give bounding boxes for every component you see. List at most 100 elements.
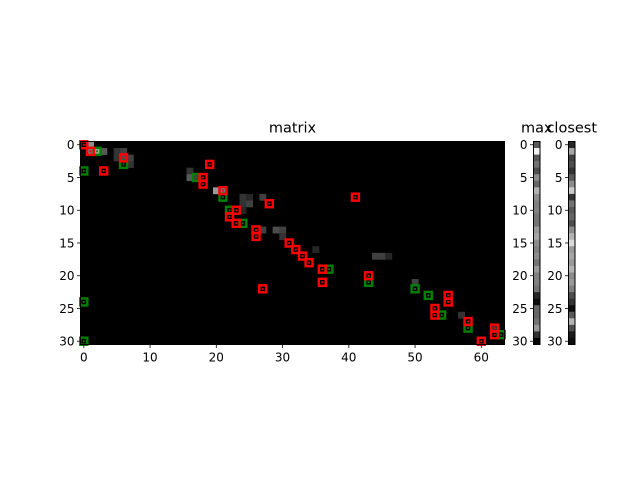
max-cell-8 — [533, 193, 540, 201]
max-cell-29 — [533, 331, 540, 339]
closest-cell-24 — [568, 298, 575, 306]
matrix-cell-26 — [372, 252, 379, 260]
matrix-cell-10 — [186, 167, 194, 175]
max-cell-23 — [533, 292, 540, 299]
green-marker-dot-4 — [222, 196, 224, 199]
max-cell-7 — [533, 187, 540, 195]
matrix-title: matrix — [269, 121, 317, 137]
red-marker-dot-20 — [367, 274, 370, 277]
matrix-ytick-label-1: 5 — [67, 171, 75, 185]
red-marker-dot-29 — [493, 333, 496, 336]
red-marker-dot-25 — [434, 307, 436, 310]
red-marker-dot-5 — [202, 176, 204, 179]
matrix-cell-8 — [126, 154, 134, 162]
closest-cell-26 — [568, 311, 575, 319]
max-cell-15 — [533, 239, 540, 247]
closest-cell-22 — [568, 285, 575, 293]
red-marker-dot-2 — [122, 156, 125, 159]
red-marker-4 — [98, 166, 109, 176]
closest-title: closest — [546, 121, 597, 137]
red-marker-3 — [204, 159, 215, 170]
closest-cell-8 — [568, 193, 575, 201]
closest-cell-11 — [568, 213, 575, 221]
green-marker-dot-12 — [440, 314, 443, 316]
max-cell-10 — [533, 206, 540, 214]
green-marker-dot-2 — [82, 170, 85, 172]
matrix-cell-30 — [458, 311, 466, 319]
matrix-xtick-label-0: 0 — [80, 351, 88, 365]
closest-cell-15 — [568, 239, 575, 247]
red-marker-10 — [231, 205, 241, 215]
max-cell-25 — [533, 305, 540, 313]
red-marker-19 — [317, 264, 328, 274]
matrix-ytick-label-0: 0 — [67, 138, 75, 152]
closest-cell-10 — [568, 206, 575, 214]
max-ytick-label-6: 30 — [512, 335, 527, 349]
max-cell-26 — [533, 311, 540, 319]
red-marker-24 — [443, 297, 453, 307]
matrix-cell-19 — [246, 200, 254, 208]
max-cell-24 — [533, 298, 540, 306]
max-ytick-label-3: 15 — [512, 236, 527, 250]
max-cell-22 — [533, 285, 540, 293]
red-marker-dot-8 — [354, 196, 357, 199]
green-marker-9 — [410, 284, 420, 294]
matrix-cell-6 — [113, 154, 121, 162]
max-cell-27 — [533, 318, 540, 326]
matrix-cell-29 — [411, 279, 419, 286]
matrix-cell-13 — [213, 187, 220, 195]
matrix-xtick-label-3: 30 — [275, 351, 290, 365]
closest-cell-23 — [568, 292, 575, 299]
matrix-cell-3 — [100, 148, 108, 155]
matrix-xtick-label-2: 20 — [209, 351, 224, 365]
red-marker-22 — [257, 284, 268, 294]
matrix-ytick-label-3: 15 — [59, 236, 74, 250]
red-marker-26 — [430, 310, 440, 320]
matrix-xtick-label-5: 50 — [407, 351, 422, 365]
max-panel: 0 5 10 15 20 25 30 max — [512, 121, 553, 349]
closest-ytick-label-6: 30 — [547, 335, 562, 349]
closest-cell-1 — [568, 148, 575, 155]
closest-cell-14 — [568, 233, 575, 241]
green-marker-dot-1 — [122, 163, 125, 166]
closest-cell-30 — [568, 337, 575, 345]
red-marker-dot-10 — [235, 209, 238, 212]
matrix-cell-15 — [239, 193, 247, 201]
red-marker-17 — [297, 251, 308, 261]
max-cell-30 — [533, 337, 540, 345]
max-cell-17 — [533, 252, 540, 260]
green-marker-dot-13 — [467, 327, 469, 330]
red-marker-9 — [264, 199, 275, 209]
max-cell-2 — [533, 154, 540, 162]
matrix-cell-16 — [246, 193, 254, 201]
max-title: max — [521, 121, 553, 137]
closest-cell-19 — [568, 265, 575, 273]
green-marker-dot-11 — [82, 301, 85, 303]
matrix-cell-4 — [113, 148, 121, 155]
max-cell-12 — [533, 220, 540, 227]
red-marker-dot-1 — [89, 150, 92, 153]
max-cell-28 — [533, 324, 540, 332]
red-marker-dot-7 — [222, 189, 224, 192]
matrix-cell-11 — [186, 174, 194, 182]
red-marker-1 — [85, 146, 96, 157]
red-marker-14 — [251, 231, 261, 242]
green-marker-dot-10 — [427, 294, 430, 297]
closest-cell-9 — [568, 200, 575, 208]
red-marker-dot-19 — [321, 268, 324, 271]
closest-cell-20 — [568, 272, 575, 280]
closest-ytick-label-3: 15 — [547, 236, 562, 250]
green-marker-dot-0 — [96, 150, 98, 153]
closest-cell-18 — [568, 259, 575, 267]
max-cell-1 — [533, 148, 540, 155]
closest-cell-13 — [568, 226, 575, 234]
matrix-cell-17 — [259, 193, 267, 201]
red-marker-dot-3 — [208, 163, 211, 166]
red-marker-6 — [198, 179, 208, 189]
matrix-cell-5 — [120, 148, 128, 155]
red-marker-dot-21 — [321, 281, 324, 284]
closest-ytick-label-5: 25 — [547, 302, 562, 316]
green-marker-dot-15 — [82, 340, 85, 343]
green-marker-dot-7 — [328, 268, 330, 271]
red-marker-dot-0 — [82, 143, 85, 146]
